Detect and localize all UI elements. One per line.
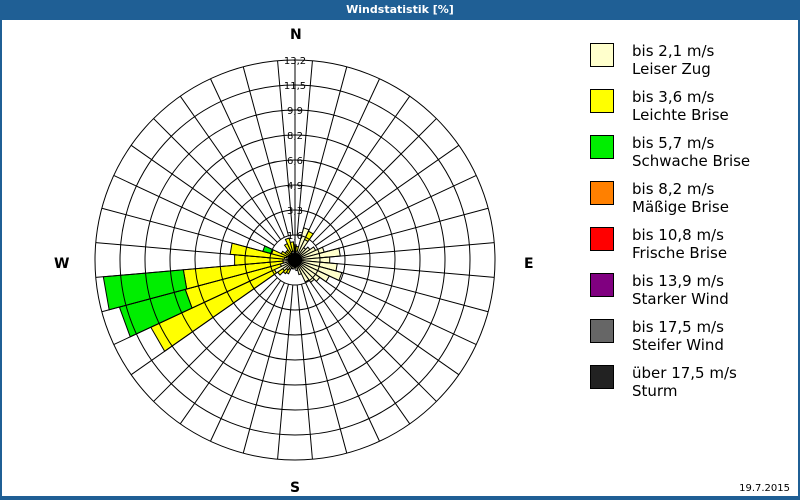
legend-range: bis 8,2 m/s — [632, 180, 715, 198]
grid-spoke — [242, 66, 290, 236]
wind-sector — [284, 237, 294, 253]
legend-label: Leichte Brise — [632, 106, 729, 124]
grid-spoke — [308, 280, 411, 425]
grid-spoke — [130, 273, 275, 376]
grid-spoke — [95, 242, 271, 259]
grid-spoke — [319, 265, 489, 313]
grid-spoke — [315, 144, 460, 247]
grid-spoke — [305, 282, 380, 442]
grid-spoke — [296, 60, 313, 236]
grid-spoke — [101, 265, 271, 313]
grid-spoke — [179, 95, 282, 240]
chart-title: Windstatistik [%] — [346, 3, 454, 16]
legend-label: Frische Brise — [632, 244, 728, 262]
grid-spoke — [315, 273, 460, 376]
legend-label: Starker Wind — [632, 290, 729, 308]
grid-spoke — [113, 270, 273, 345]
legend-range: bis 2,1 m/s — [632, 42, 715, 60]
legend-swatch — [590, 89, 614, 113]
grid-spoke — [300, 284, 348, 454]
legend-label: Mäßige Brise — [632, 198, 729, 216]
grid-spoke — [319, 207, 489, 255]
grid-spoke — [277, 284, 294, 460]
compass-north-label: N — [290, 27, 302, 43]
legend-swatch — [590, 227, 614, 251]
legend-swatch — [590, 319, 614, 343]
radial-tick-label: 1,6 — [287, 231, 303, 242]
compass-south-label: S — [290, 480, 301, 496]
grid-spoke — [296, 284, 313, 460]
legend-swatch — [590, 273, 614, 297]
grid-spoke — [317, 270, 477, 345]
legend-swatch — [590, 135, 614, 159]
grid-spoke — [319, 261, 495, 278]
grid-spoke — [179, 280, 282, 425]
grid-spoke — [242, 284, 290, 454]
legend-swatch — [590, 181, 614, 205]
legend-label: Schwache Brise — [632, 152, 751, 170]
compass-west-label: W — [54, 256, 70, 272]
date-label: 19.7.2015 — [739, 483, 790, 494]
grid-spoke — [113, 175, 273, 250]
legend-range: bis 10,8 m/s — [632, 226, 724, 244]
grid-spoke — [319, 242, 495, 259]
legend-range: bis 3,6 m/s — [632, 88, 715, 106]
radial-tick-label: 11,5 — [284, 81, 306, 92]
legend-swatch — [590, 43, 614, 67]
legend-range: bis 5,7 m/s — [632, 134, 715, 152]
grid-spoke — [153, 118, 278, 243]
chart-title-bar: Windstatistik [%] — [0, 0, 800, 20]
grid-spoke — [153, 277, 278, 402]
bottom-border — [0, 498, 800, 500]
radial-tick-label: 13,2 — [284, 56, 306, 67]
radial-tick-label: 6,6 — [287, 156, 303, 167]
legend-swatch — [590, 365, 614, 389]
compass-east-label: E — [524, 256, 534, 272]
grid-spoke — [312, 277, 437, 402]
grid-spoke — [312, 118, 437, 243]
grid-spoke — [210, 282, 285, 442]
legend-label: Sturm — [632, 382, 678, 400]
legend-range: bis 17,5 m/s — [632, 318, 724, 336]
grid-spoke — [300, 66, 348, 236]
legend-label: Steifer Wind — [632, 336, 724, 354]
radial-tick-label: 3,3 — [287, 206, 303, 217]
legend-range: über 17,5 m/s — [632, 364, 737, 382]
grid-spoke — [317, 175, 477, 250]
grid-spoke — [210, 78, 285, 238]
grid-spoke — [95, 261, 271, 278]
radial-tick-label: 9,9 — [287, 106, 303, 117]
grid-spoke — [101, 207, 271, 255]
grid-spoke — [130, 144, 275, 247]
grid-spoke — [305, 78, 380, 238]
grid-spoke — [277, 60, 294, 236]
radial-tick-label: 4,9 — [287, 181, 303, 192]
legend-label: Leiser Zug — [632, 60, 711, 78]
grid-spoke — [308, 95, 411, 240]
wind-sector — [289, 241, 295, 252]
legend-range: bis 13,9 m/s — [632, 272, 724, 290]
radial-tick-label: 8,2 — [287, 131, 303, 142]
wind-rose-chart: 1,6 3,3 4,9 6,6 8,2 9,9 11,5 13,2 — [94, 56, 496, 461]
